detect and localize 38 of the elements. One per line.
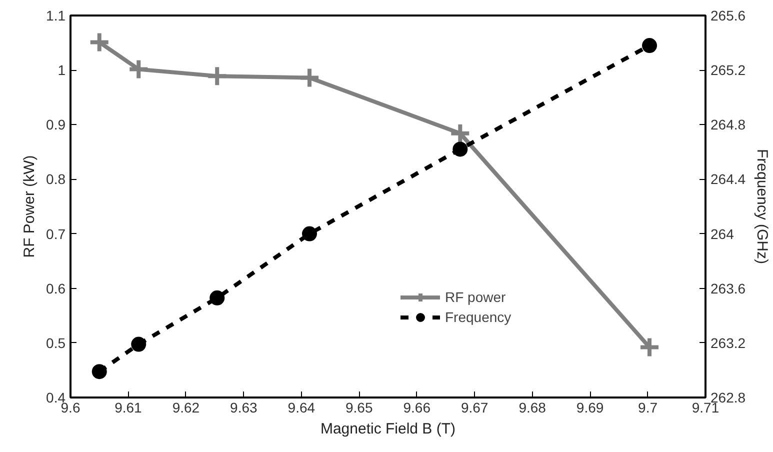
- point: [206, 65, 228, 88]
- point: [452, 142, 468, 157]
- point: [88, 31, 110, 54]
- x-tick-label: 9.7: [638, 400, 658, 416]
- y-tick-label: 0.9: [46, 116, 66, 133]
- y-tick-label: 0.6: [46, 280, 66, 296]
- x-tick-label: 9.65: [346, 400, 373, 416]
- point: [92, 364, 107, 380]
- point: [128, 58, 150, 80]
- y2-tick-label: 265.6: [710, 8, 746, 24]
- y-axis-title: RF Power (kW): [21, 155, 38, 258]
- x-tick-label: 9.67: [460, 400, 488, 416]
- legend-label: Frequency: [445, 309, 512, 325]
- x-axis-title: Magnetic Field B (T): [320, 420, 456, 438]
- point: [210, 290, 225, 306]
- point: [642, 38, 658, 53]
- y-tick-label: 1.1: [46, 8, 66, 24]
- x-tick-label: 9.64: [288, 400, 316, 416]
- y2-tick-label: 264.8: [710, 116, 746, 133]
- x-tick-label: 9.62: [172, 400, 200, 416]
- point: [131, 336, 146, 352]
- y-tick-label: 0.7: [46, 226, 66, 242]
- x-tick-label: 9.61: [114, 400, 142, 416]
- y2-tick-label: 264.4: [710, 171, 746, 188]
- y2-tick-label: 263.2: [710, 334, 746, 351]
- x-tick-label: 9.66: [403, 400, 431, 416]
- y2-tick-label: 263.6: [710, 280, 746, 296]
- x-tick-label: 9.69: [576, 400, 604, 416]
- legend-label: RF power: [445, 289, 506, 305]
- y-tick-label: 0.8: [46, 171, 66, 188]
- y2-tick-label: 264: [710, 226, 734, 242]
- y2-tick-label: 265.2: [710, 62, 746, 78]
- x-tick-label: 9.68: [518, 400, 546, 416]
- y2-axis-title: Frequency (GHz): [754, 148, 771, 264]
- x-tick-label: 9.63: [230, 400, 258, 416]
- y-tick-label: 1: [58, 62, 66, 78]
- point: [302, 226, 317, 242]
- y-tick-label: 0.5: [46, 334, 66, 351]
